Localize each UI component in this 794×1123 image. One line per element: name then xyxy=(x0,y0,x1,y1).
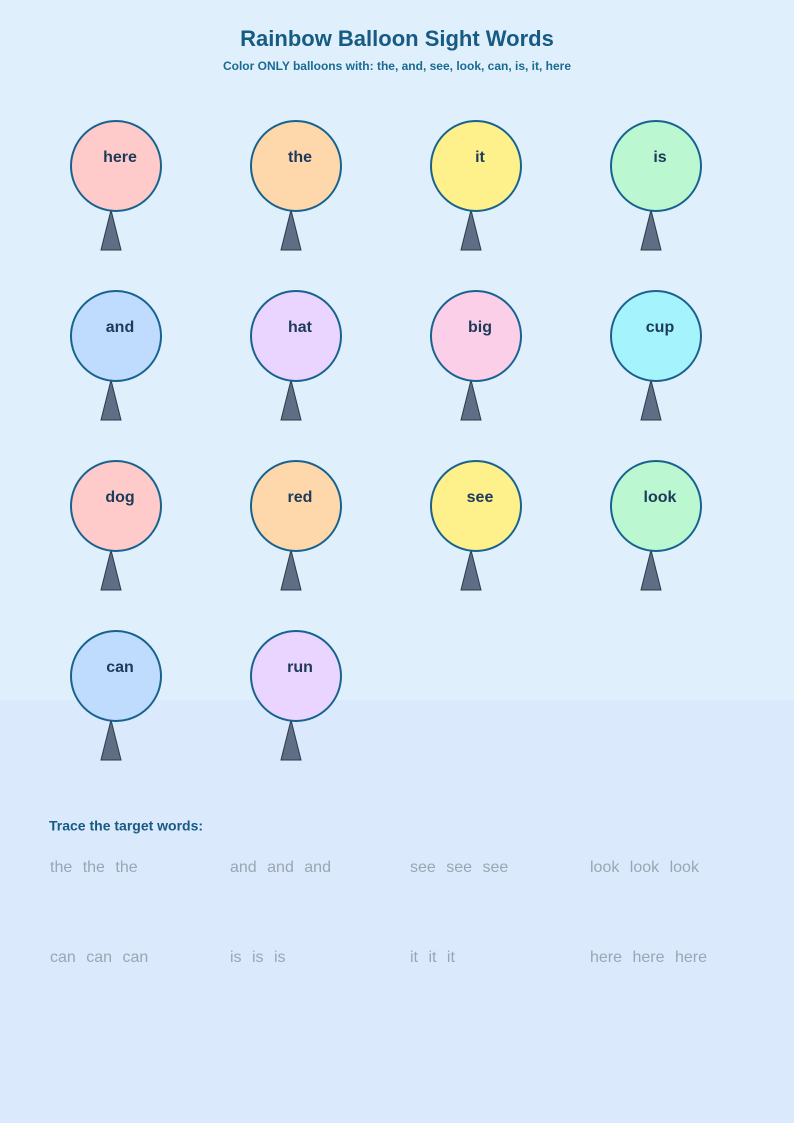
balloon xyxy=(250,460,342,552)
balloon xyxy=(250,290,342,382)
balloon-string xyxy=(280,549,302,591)
balloon-string xyxy=(100,379,122,421)
balloon-string xyxy=(100,549,122,591)
trace-word: it it it xyxy=(410,949,455,966)
balloon-word: here xyxy=(103,149,137,166)
balloon-word: red xyxy=(288,489,313,506)
balloon-string xyxy=(280,719,302,761)
trace-label: Trace the target words: xyxy=(49,818,203,834)
balloon xyxy=(610,290,702,382)
trace-word: look look look xyxy=(590,859,700,876)
title: Rainbow Balloon Sight Words xyxy=(240,26,554,51)
trace-word: can can can xyxy=(50,949,148,966)
trace-word: is is is xyxy=(230,949,286,966)
balloon-word: hat xyxy=(288,319,313,336)
balloon-string xyxy=(460,209,482,251)
balloon xyxy=(70,290,162,382)
trace-word: the the the xyxy=(50,859,138,876)
balloon-word: and xyxy=(106,319,134,336)
balloon-word: see xyxy=(467,489,494,506)
bottom-background xyxy=(0,700,794,1123)
balloon xyxy=(250,120,342,212)
balloon xyxy=(610,120,702,212)
balloon-word: can xyxy=(106,659,134,676)
balloon xyxy=(250,630,342,722)
balloon-string xyxy=(640,549,662,591)
balloon-string xyxy=(460,549,482,591)
balloon-word: the xyxy=(288,149,312,166)
balloon xyxy=(70,120,162,212)
balloon-string xyxy=(280,209,302,251)
balloon xyxy=(430,290,522,382)
balloon-string xyxy=(640,209,662,251)
balloon-word: cup xyxy=(646,319,675,336)
balloon-string xyxy=(280,379,302,421)
balloon-word: dog xyxy=(105,489,134,506)
balloon-word: it xyxy=(475,149,485,166)
trace-word: and and and xyxy=(230,859,331,876)
balloon-string xyxy=(100,209,122,251)
balloon-word: big xyxy=(468,319,492,336)
balloon-word: is xyxy=(653,149,666,166)
balloon xyxy=(70,630,162,722)
balloon xyxy=(430,120,522,212)
balloon-string xyxy=(460,379,482,421)
balloon-string xyxy=(100,719,122,761)
subtitle: Color ONLY balloons with: the, and, see,… xyxy=(223,59,571,73)
balloon xyxy=(610,460,702,552)
balloon xyxy=(70,460,162,552)
trace-word: here here here xyxy=(590,949,707,966)
trace-word: see see see xyxy=(410,859,508,876)
balloon-string xyxy=(640,379,662,421)
balloon-word: look xyxy=(644,489,677,506)
balloon-word: run xyxy=(287,659,313,676)
balloon xyxy=(430,460,522,552)
